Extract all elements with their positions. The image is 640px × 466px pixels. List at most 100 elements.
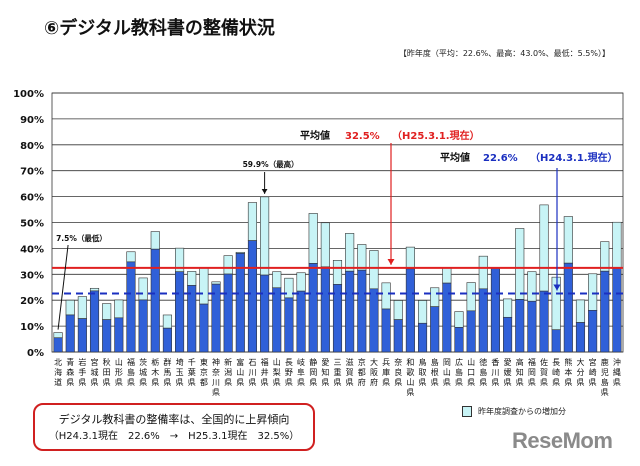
- bar-increase: [138, 277, 148, 301]
- x-tick-label: 秋田県: [102, 357, 111, 388]
- bar-previous-year: [563, 262, 573, 353]
- bar-increase: [612, 221, 622, 269]
- bar-increase: [588, 273, 598, 311]
- x-tick-label: 東京都: [199, 357, 208, 388]
- x-tick-label: 岡山県: [442, 358, 451, 388]
- x-tick-label: 山口県: [467, 357, 476, 388]
- bar-previous-year: [284, 297, 294, 353]
- annotation-min: 7.5%（最低）: [56, 233, 107, 243]
- bar-previous-year: [150, 248, 160, 353]
- x-tick-label: 兵庫県: [382, 357, 391, 388]
- x-tick-label: 北海道: [54, 358, 63, 388]
- x-tick-label: 鹿児島県: [600, 357, 609, 398]
- bar-increase: [600, 241, 610, 272]
- x-tick-label: 香川県: [491, 357, 500, 388]
- bar-previous-year: [430, 306, 440, 353]
- bar-increase: [575, 299, 586, 323]
- average-value-previous: 22.6%: [483, 153, 518, 164]
- bar-previous-year: [442, 282, 452, 353]
- bar-previous-year: [162, 327, 172, 353]
- bar-previous-year: [515, 299, 525, 353]
- y-tick-label: 100%: [13, 89, 44, 100]
- bar-previous-year: [381, 308, 391, 353]
- bar-increase: [478, 255, 488, 290]
- x-tick-label: 三重県: [333, 358, 342, 388]
- bar-previous-year: [503, 316, 513, 353]
- y-tick-label: 10%: [20, 322, 44, 333]
- annotation-min-arrow: [57, 244, 69, 330]
- x-tick-label: 山梨県: [272, 357, 281, 388]
- x-tick-label: 島根県: [430, 357, 439, 388]
- bar-increase: [211, 281, 221, 285]
- bar-previous-year: [478, 288, 488, 353]
- average-date-previous: （H24.3.1.現在）: [530, 151, 618, 164]
- summary-line-2: （H24.3.1現在 22.6% → H25.3.1現在 32.5%）: [48, 431, 300, 442]
- x-tick-label: 福岡県: [527, 358, 536, 388]
- bar-previous-year: [417, 322, 428, 353]
- x-tick-label: 宮崎県: [588, 357, 597, 388]
- bar-previous-year: [187, 285, 197, 353]
- x-tick-label: 滋賀県: [345, 357, 354, 388]
- resemom-logo: ReseMom: [512, 428, 613, 453]
- bar-previous-year: [296, 290, 306, 353]
- bar-previous-year: [53, 337, 63, 353]
- bar-previous-year: [393, 319, 403, 353]
- bar-previous-year: [272, 287, 282, 353]
- x-tick-label: 山形県: [114, 357, 123, 388]
- bar-previous-year: [175, 271, 185, 353]
- bar-previous-year: [102, 319, 112, 353]
- bar-increase: [430, 287, 440, 307]
- bar-increase: [89, 287, 100, 292]
- bar-previous-year: [320, 266, 330, 353]
- bar-increase: [417, 300, 428, 324]
- x-tick-label: 富山県: [236, 357, 245, 388]
- bar-increase: [405, 246, 415, 270]
- bar-previous-year: [405, 268, 415, 353]
- bar-increase: [272, 271, 282, 289]
- bar-previous-year: [527, 300, 537, 353]
- bar-increase: [466, 282, 476, 312]
- x-tick-label: 宮城県: [90, 357, 99, 388]
- x-tick-label: 長野県: [284, 358, 293, 388]
- bar-increase: [260, 196, 270, 276]
- x-tick-label: 福島県: [126, 358, 135, 388]
- bar-previous-year: [235, 253, 245, 353]
- x-tick-label: 青森県: [66, 357, 75, 388]
- bar-previous-year: [260, 274, 270, 353]
- x-tick-label: 茨城県: [139, 357, 148, 388]
- bar-increase: [503, 298, 513, 318]
- summary-line-1: デジタル教科書の整備率は、全国的に上昇傾向: [58, 413, 290, 426]
- page-title: ⑥デジタル教科書の整備状況: [44, 18, 275, 39]
- bar-increase: [150, 231, 160, 250]
- y-tick-label: 70%: [20, 167, 44, 178]
- bar-previous-year: [369, 288, 379, 353]
- bar-increase: [515, 228, 525, 300]
- average-date-current: （H25.3.1.現在）: [392, 129, 480, 142]
- bar-previous-year: [89, 290, 100, 353]
- x-tick-label: 埼玉県: [175, 357, 184, 388]
- bar-previous-year: [65, 314, 75, 353]
- x-tick-label: 和歌山県: [406, 358, 415, 398]
- bar-previous-year: [539, 290, 549, 353]
- x-tick-label: 佐賀県: [540, 357, 549, 388]
- bar-increase: [320, 222, 330, 268]
- bar-increase: [199, 267, 209, 305]
- bar-previous-year: [77, 318, 87, 353]
- x-tick-label: 沖縄県: [612, 357, 621, 388]
- x-tick-label: 長崎県: [552, 358, 561, 388]
- bar-previous-year: [114, 317, 124, 353]
- bar-previous-year: [223, 273, 233, 353]
- x-tick-label: 高知県: [515, 357, 524, 388]
- bar-previous-year: [211, 283, 221, 353]
- bar-previous-year: [199, 303, 209, 353]
- x-tick-label: 愛媛県: [503, 357, 512, 388]
- bar-previous-year: [345, 270, 355, 353]
- bar-previous-year: [600, 270, 610, 353]
- x-tick-label: 群馬県: [163, 357, 172, 388]
- average-label-previous: 平均値: [440, 151, 470, 164]
- bar-increase: [187, 271, 197, 286]
- bar-increase: [284, 277, 294, 299]
- summary-box: デジタル教科書の整備率は、全国的に上昇傾向 （H24.3.1現在 22.6% →…: [33, 403, 315, 451]
- legend-swatch-increase: [462, 406, 472, 417]
